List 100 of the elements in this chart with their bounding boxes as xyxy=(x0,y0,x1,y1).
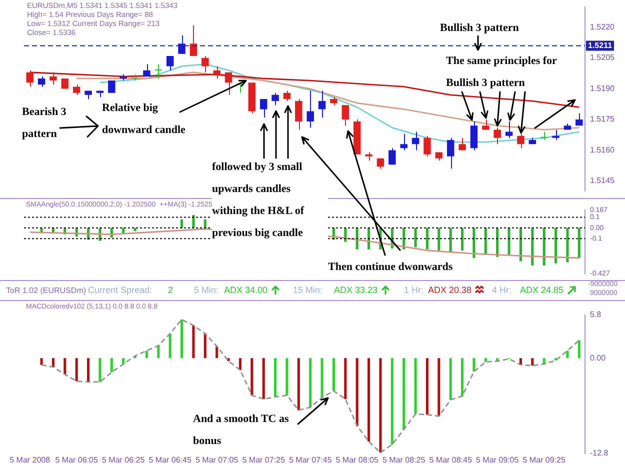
bar xyxy=(566,228,569,262)
bar xyxy=(344,358,347,400)
x-tick-label: 5 Mar 06:05 xyxy=(55,455,98,464)
bar xyxy=(238,358,242,370)
x-tick-label: 5 Mar 08:05 xyxy=(336,455,379,464)
ref-line-label: 1.5211 xyxy=(588,40,613,50)
bar xyxy=(449,228,452,252)
text: 1 Hr: xyxy=(404,285,424,295)
bar xyxy=(286,358,288,396)
x-tick-label: 5 Mar 07:45 xyxy=(288,455,332,464)
bar xyxy=(402,358,406,430)
x-tick-label: 5 Mar 06:25 xyxy=(102,455,146,464)
text: 4 Hr: xyxy=(492,285,512,295)
bar xyxy=(554,228,558,264)
candlestick xyxy=(108,80,116,94)
text: 2 xyxy=(168,285,174,295)
bar xyxy=(438,228,440,250)
bar xyxy=(426,228,429,250)
bar xyxy=(75,358,78,382)
y-tick-label: 0.00 xyxy=(590,353,606,362)
bar xyxy=(438,358,440,416)
bar xyxy=(531,358,534,366)
y-tick-label: 1.5220 xyxy=(590,22,616,32)
bar xyxy=(40,358,43,365)
bar xyxy=(531,228,534,266)
annotation: Bearish 3 pattern xyxy=(22,105,68,142)
bar xyxy=(86,358,90,382)
bar xyxy=(134,228,136,232)
text: ADX 24.85 xyxy=(520,285,564,295)
bar xyxy=(157,346,160,358)
bar xyxy=(356,358,358,426)
y-tick-label: 1.5145 xyxy=(590,176,616,186)
bar xyxy=(472,228,476,258)
annotation: Then continue dwonwards xyxy=(328,260,454,275)
bar xyxy=(122,358,125,364)
annotation: The same principles for Bullish 3 pattern xyxy=(446,54,558,91)
bar xyxy=(52,358,55,368)
bar xyxy=(309,358,312,408)
bar xyxy=(484,358,487,362)
y-tick-label: 1.5205 xyxy=(590,53,616,62)
candlestick xyxy=(424,135,431,157)
bar xyxy=(379,358,382,453)
text: ADX 20.38 xyxy=(428,285,472,295)
y-tick-label: 5.8 xyxy=(590,310,602,320)
x-tick-label: 5 Mar 09:25 xyxy=(522,455,566,464)
bar xyxy=(449,358,452,400)
bar xyxy=(180,219,184,228)
text: 5 Min: xyxy=(194,285,219,295)
annotation: followed by 3 small upwards candles withing the H&L of previous big candle xyxy=(212,156,328,244)
bar xyxy=(250,358,254,396)
bar xyxy=(578,228,580,258)
x-tick-label: 5 Mar 09:05 xyxy=(476,455,520,464)
bar xyxy=(542,228,546,266)
bar xyxy=(64,358,66,375)
bar xyxy=(204,334,206,358)
x-tick-label: 5 Mar 07:25 xyxy=(242,455,286,464)
x-tick-label: 5 Mar 08:45 xyxy=(429,455,472,464)
bar xyxy=(110,358,113,372)
bar xyxy=(192,215,195,228)
bar xyxy=(460,228,464,250)
x-tick-label: 5 Mar 08:25 xyxy=(382,455,426,464)
bar xyxy=(145,350,148,358)
bar xyxy=(204,219,206,228)
y-tick-label: 1.5160 xyxy=(590,145,616,154)
bar xyxy=(414,358,417,414)
bar xyxy=(262,358,265,400)
bar xyxy=(192,325,195,358)
bar xyxy=(320,358,324,398)
line-series xyxy=(40,318,580,454)
annotation: Bullish 3 pattern xyxy=(440,21,520,36)
bar xyxy=(508,228,510,255)
bar xyxy=(460,358,464,396)
text: 15 Min: xyxy=(293,285,323,295)
y-tick-label: 1.5175 xyxy=(590,114,616,124)
bar xyxy=(426,358,429,415)
x-tick-label: 5 Mar 06:45 xyxy=(148,455,192,464)
bar xyxy=(472,358,476,372)
bar xyxy=(367,358,370,442)
annotation: Relative big downward candle xyxy=(102,101,186,138)
bar xyxy=(168,334,172,358)
candlestick xyxy=(388,148,396,166)
bar xyxy=(390,358,394,444)
bar xyxy=(332,358,336,391)
text: ADX 33.23 xyxy=(334,285,378,295)
y-tick-label: 1.5190 xyxy=(590,84,616,93)
bar xyxy=(578,340,580,358)
annotation: And a smooth TC as bonus xyxy=(193,412,290,449)
bar xyxy=(180,319,184,358)
bar xyxy=(414,228,417,248)
bar xyxy=(98,358,102,382)
candlestick xyxy=(494,127,501,145)
bar xyxy=(566,350,569,358)
bar xyxy=(297,358,300,410)
bar xyxy=(274,358,277,397)
text: ADX 34.00 xyxy=(224,285,268,295)
y-tick-label: -12.8 xyxy=(590,448,609,458)
x-tick-label: 5 Mar 2008 xyxy=(10,455,51,464)
x-tick-label: 5 Mar 07:05 xyxy=(195,455,239,464)
candlestick xyxy=(295,98,302,130)
text: ToR 1.02 (EURUSDm) xyxy=(6,286,86,295)
